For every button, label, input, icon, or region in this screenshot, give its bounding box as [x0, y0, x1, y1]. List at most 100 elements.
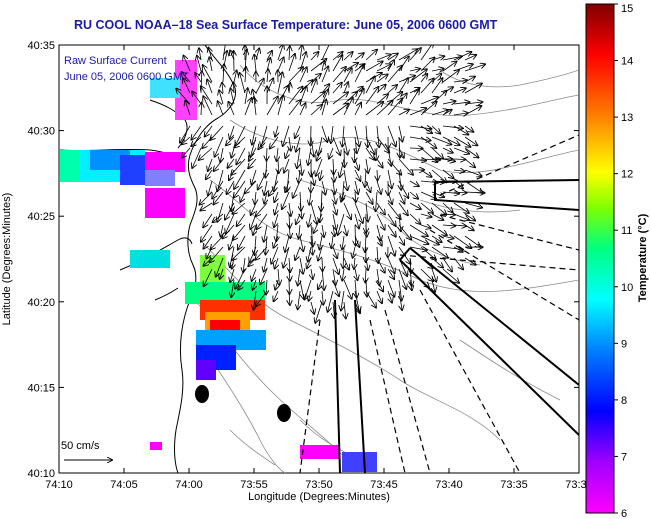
current-vector	[322, 257, 323, 271]
current-vector	[442, 268, 459, 283]
current-vector	[299, 86, 306, 105]
current-vector	[398, 56, 409, 72]
current-vector	[277, 58, 284, 72]
current-vector	[366, 202, 368, 221]
colorbar-tick-label: 14	[621, 56, 633, 68]
current-vector	[333, 301, 335, 318]
y-tick-label: 40:10	[27, 468, 55, 480]
current-vector	[226, 213, 235, 233]
current-vector	[254, 55, 256, 72]
y-axis-label: Latitude (Degrees:Minutes)	[1, 193, 13, 326]
current-vector	[255, 191, 256, 204]
current-vector	[409, 202, 421, 209]
current-vector	[453, 202, 469, 213]
colorbar-tick-label: 8	[621, 395, 627, 407]
current-vector	[253, 290, 256, 310]
current-vector	[365, 180, 370, 192]
current-vector	[376, 74, 388, 83]
current-vector	[289, 213, 290, 228]
current-vector	[453, 246, 463, 252]
current-vector	[209, 57, 212, 72]
current-vector	[267, 69, 268, 83]
colorbar-ticks: 15 14 13 12 11 10 9 8 7 6	[614, 3, 633, 519]
current-vector	[442, 110, 452, 116]
current-vector	[282, 191, 290, 209]
current-vector	[332, 83, 342, 94]
current-vector	[343, 136, 348, 155]
current-vector	[387, 98, 402, 116]
current-vector	[273, 235, 279, 248]
current-vector	[344, 224, 347, 235]
y-tick-label: 40:35	[27, 40, 55, 52]
current-vector	[183, 56, 191, 72]
current-vector	[453, 125, 468, 135]
current-vector	[266, 235, 267, 254]
current-vector	[231, 158, 246, 175]
current-vector	[311, 301, 314, 314]
x-tick-label: 73:45	[370, 479, 398, 491]
current-vector	[342, 235, 344, 249]
current-vector	[289, 83, 290, 94]
current-vector	[275, 202, 278, 214]
current-vector	[387, 213, 396, 226]
current-vector	[256, 202, 268, 216]
current-vector	[453, 113, 468, 115]
current-vector	[431, 246, 448, 258]
current-vector	[343, 98, 353, 116]
x-tick-label: 74:00	[175, 479, 203, 491]
current-vector	[376, 290, 382, 303]
current-vector	[409, 191, 418, 199]
current-vector	[376, 213, 385, 230]
current-vector	[307, 257, 311, 268]
current-vector	[233, 224, 246, 240]
current-vector	[195, 73, 202, 83]
current-vector	[245, 180, 257, 193]
current-vector	[245, 88, 248, 105]
current-vector	[237, 213, 246, 226]
current-vector	[310, 202, 317, 224]
current-vector	[266, 147, 267, 161]
current-vector	[219, 90, 224, 105]
current-vector	[210, 125, 224, 140]
current-vector	[310, 105, 322, 116]
current-vector	[365, 102, 383, 116]
current-vector	[420, 125, 432, 133]
colorbar-title: Temperature (°C)	[637, 213, 649, 302]
current-vector	[296, 136, 301, 152]
current-vector	[183, 78, 191, 94]
colorbar-tick-label: 13	[621, 112, 633, 124]
surface-current-vectors	[176, 45, 485, 323]
current-vector	[322, 290, 323, 305]
current-vector	[453, 170, 465, 171]
current-vector	[420, 268, 433, 281]
current-vector	[343, 202, 351, 219]
current-vector	[410, 279, 412, 290]
current-vector	[216, 257, 224, 277]
current-vector	[409, 108, 426, 116]
current-vector	[420, 279, 429, 287]
current-vector	[255, 79, 264, 94]
current-vector	[464, 257, 476, 265]
current-vector	[464, 180, 482, 193]
current-vector	[464, 202, 482, 208]
current-vector	[409, 235, 428, 244]
current-vector	[217, 169, 224, 191]
current-vector	[231, 279, 234, 297]
current-vector	[261, 125, 268, 147]
current-vector	[354, 213, 359, 228]
current-vector	[250, 136, 257, 157]
current-vector	[420, 159, 440, 160]
current-vector	[377, 169, 378, 180]
current-vector	[355, 279, 357, 298]
current-vector	[252, 279, 256, 290]
current-vector	[234, 169, 246, 189]
current-vector	[387, 202, 401, 219]
current-vector	[387, 257, 395, 273]
current-vector	[182, 136, 191, 144]
current-vector	[431, 78, 443, 94]
current-vector	[248, 158, 257, 168]
current-vector	[300, 45, 302, 61]
current-vector	[317, 147, 323, 161]
current-vector	[464, 169, 482, 176]
current-vector	[420, 169, 432, 177]
